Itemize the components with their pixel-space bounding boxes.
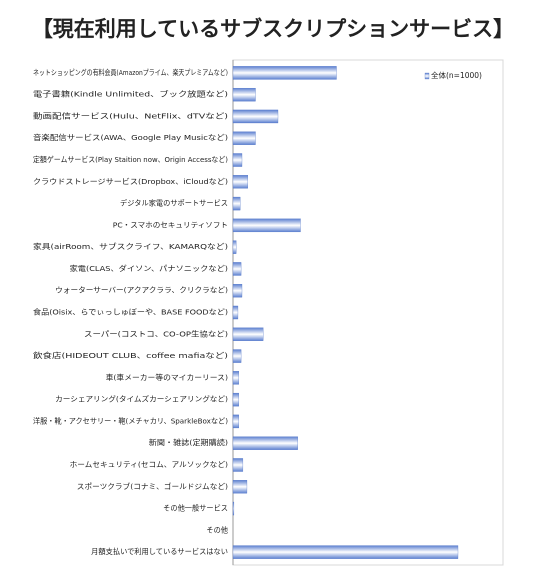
bar <box>232 196 241 211</box>
y-tick-label: PC・スマホのセキュリティソフト <box>113 220 228 229</box>
y-tick-label: 洋服・靴・アクセサリー・鞄(メチャカリ、SparkleBoxなど) <box>33 416 228 425</box>
bar <box>232 414 239 429</box>
y-tick-label: 車(車メーカー等のマイカーリース) <box>106 373 229 382</box>
bar <box>232 305 239 320</box>
y-tick-label: 家電(CLAS、ダイソン、パナソニックなど) <box>70 264 229 273</box>
bar <box>232 480 248 494</box>
y-tick-label: 電子書籍(Kindle Unlimited、ブック放題など) <box>33 90 228 99</box>
y-tick-label: 家具(airRoom、サブスクライフ、KAMARQなど) <box>33 242 228 251</box>
bar <box>232 153 243 167</box>
y-tick-label: 定額ゲームサービス(Play Staition now、Origin Acces… <box>33 155 228 164</box>
y-tick-label: 動画配信サービス(Hulu、NetFlix、dTVなど) <box>33 111 228 120</box>
legend-label: 全体(n=1000) <box>431 70 482 80</box>
bar <box>232 327 264 341</box>
bar <box>232 371 239 385</box>
y-tick-label: カーシェアリング(タイムズカーシェアリングなど) <box>55 395 228 404</box>
y-tick-label: ホームセキュリティ(セコム、アルソックなど) <box>70 460 229 469</box>
y-tick-label: 音楽配信サービス(AWA、Google Play Musicなど) <box>33 133 228 142</box>
y-tick-label: ウォーターサーバー(アクアクララ、クリクラなど) <box>55 286 228 295</box>
y-tick-label: スーパー(コストコ、CO-OP生協など) <box>84 329 228 338</box>
chart-title: 【現在利用しているサブスクリプションサービス】 <box>32 17 514 41</box>
bar <box>232 545 459 559</box>
bar <box>232 501 235 516</box>
bar <box>232 262 242 276</box>
y-tick-label: クラウドストレージサービス(Dropbox、iCloudなど) <box>33 177 228 186</box>
y-tick-label: 飲食店(HIDEOUT CLUB、coffee mafiaなど) <box>33 351 228 360</box>
plot-area <box>232 59 504 566</box>
legend-swatch <box>424 72 430 80</box>
bar <box>232 66 337 80</box>
y-tick-label: 月額支払いで利用しているサービスはない <box>91 547 228 556</box>
bar <box>232 349 242 363</box>
bar <box>232 458 244 472</box>
bar <box>232 218 301 233</box>
bar <box>232 240 237 254</box>
y-tick-label: 新聞・雑誌(定期購読) <box>149 438 228 447</box>
bar <box>232 175 248 189</box>
bar <box>232 436 298 450</box>
y-tick-label: スポーツクラブ(コナミ、ゴールドジムなど) <box>77 482 228 491</box>
bar <box>232 392 239 407</box>
bar <box>232 284 243 298</box>
y-tick-label: デジタル家電のサポートサービス <box>120 199 228 208</box>
bar <box>232 109 279 124</box>
bar <box>232 87 256 102</box>
y-tick-label: その他 <box>206 525 228 534</box>
y-tick-label: ネットショッピングの有料会員(Amazonプライム、楽天プレミアムなど) <box>33 68 228 77</box>
bar <box>232 131 256 145</box>
y-tick-label: 食品(Oisix、らでぃっしゅぼーや、BASE FOODなど) <box>33 308 228 317</box>
y-tick-label: その他一般サービス <box>163 504 228 513</box>
